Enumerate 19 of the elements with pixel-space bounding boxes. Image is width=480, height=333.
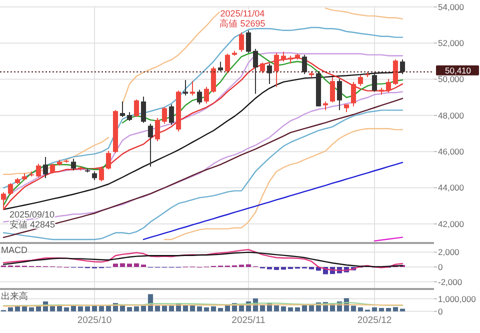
y-tick-label: 0 [438,306,443,316]
annotation: 2025/11/04 高値 52695 [220,8,266,29]
x-tick-label: 2025/10 [77,315,112,326]
y-tick-label: 44,000 [438,182,464,193]
y-tick-label: 52,000 [438,38,464,48]
y-tick-label: 48,000 [438,110,464,120]
x-tick-label: 2025/11 [232,315,266,326]
x-tick-label: 2025/12 [357,315,392,326]
y-tick-label: 46,000 [438,146,464,157]
y-tick-label: 0 [438,262,443,272]
y-tick-label: 1,000,000 [438,294,476,304]
y-tick-label: 2,000 [438,247,460,258]
y-tick-label: 54,000 [438,2,464,12]
chart-title: MACD [1,245,28,255]
y-tick-label: 42,000 [438,218,464,229]
y-tick-label: 50,000 [438,74,464,84]
chart-title: 出来高 [1,291,28,301]
y-tick-label: -2,000 [438,276,462,287]
ref-line-label: 50,410 [445,66,472,76]
